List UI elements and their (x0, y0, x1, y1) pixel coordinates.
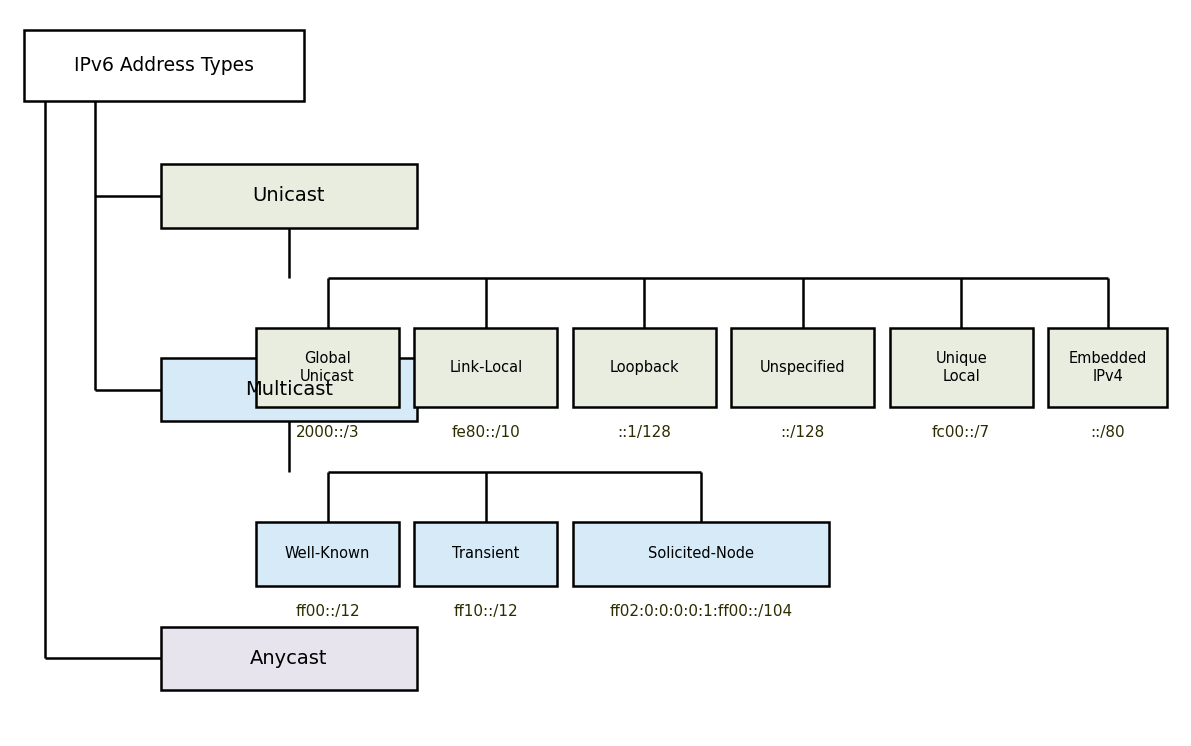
FancyBboxPatch shape (414, 522, 557, 586)
Text: fe80::/10: fe80::/10 (451, 425, 520, 440)
Text: ::/80: ::/80 (1090, 425, 1125, 440)
FancyBboxPatch shape (256, 522, 399, 586)
Text: Solicited-Node: Solicited-Node (648, 546, 754, 562)
Text: ::1/128: ::1/128 (617, 425, 672, 440)
Text: ff10::/12: ff10::/12 (454, 604, 518, 619)
Text: Link-Local: Link-Local (449, 360, 523, 375)
Text: Anycast: Anycast (250, 649, 328, 668)
FancyBboxPatch shape (256, 328, 399, 407)
FancyBboxPatch shape (24, 30, 304, 101)
Text: fc00::/7: fc00::/7 (933, 425, 990, 440)
FancyBboxPatch shape (1048, 328, 1167, 407)
Text: 2000::/3: 2000::/3 (295, 425, 360, 440)
Text: Transient: Transient (453, 546, 519, 562)
FancyBboxPatch shape (573, 522, 829, 586)
Text: ff02:0:0:0:0:1:ff00::/104: ff02:0:0:0:0:1:ff00::/104 (610, 604, 792, 619)
Text: Well-Known: Well-Known (285, 546, 370, 562)
FancyBboxPatch shape (161, 627, 417, 690)
FancyBboxPatch shape (890, 328, 1033, 407)
Text: Unique
Local: Unique Local (935, 351, 987, 383)
Text: Embedded
IPv4: Embedded IPv4 (1068, 351, 1147, 383)
FancyBboxPatch shape (731, 328, 874, 407)
FancyBboxPatch shape (414, 328, 557, 407)
FancyBboxPatch shape (573, 328, 716, 407)
Text: ff00::/12: ff00::/12 (295, 604, 360, 619)
Text: IPv6 Address Types: IPv6 Address Types (74, 56, 254, 75)
FancyBboxPatch shape (161, 164, 417, 228)
Text: Unicast: Unicast (252, 186, 325, 205)
Text: Loopback: Loopback (610, 360, 679, 375)
Text: Global
Unicast: Global Unicast (300, 351, 355, 383)
Text: Multicast: Multicast (245, 380, 332, 399)
FancyBboxPatch shape (161, 358, 417, 421)
Text: Unspecified: Unspecified (760, 360, 846, 375)
Text: ::/128: ::/128 (780, 425, 825, 440)
